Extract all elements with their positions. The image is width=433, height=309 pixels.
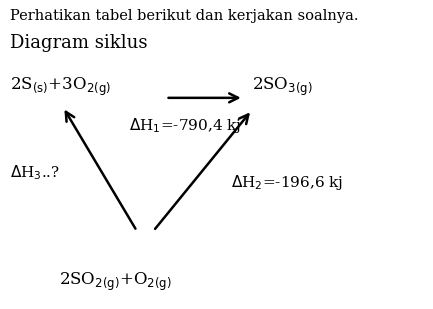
Text: $\Delta$H$_{\rm 3}$..?: $\Delta$H$_{\rm 3}$..? <box>10 163 60 182</box>
Text: 2S$_{\rm (s)}$+3O$_{\rm 2(g)}$: 2S$_{\rm (s)}$+3O$_{\rm 2(g)}$ <box>10 76 110 98</box>
Text: 2SO$_{\rm 2(g)}$+O$_{\rm 2(g)}$: 2SO$_{\rm 2(g)}$+O$_{\rm 2(g)}$ <box>59 270 171 293</box>
Text: Diagram siklus: Diagram siklus <box>10 34 147 52</box>
Text: $\Delta$H$_{\rm 1}$=-790,4 kj: $\Delta$H$_{\rm 1}$=-790,4 kj <box>129 116 241 135</box>
Text: $\Delta$H$_{\rm 2}$=-196,6 kj: $\Delta$H$_{\rm 2}$=-196,6 kj <box>231 172 343 192</box>
Text: Perhatikan tabel berikut dan kerjakan soalnya.: Perhatikan tabel berikut dan kerjakan so… <box>10 9 358 23</box>
Text: 2SO$_{\rm 3(g)}$: 2SO$_{\rm 3(g)}$ <box>252 76 313 98</box>
